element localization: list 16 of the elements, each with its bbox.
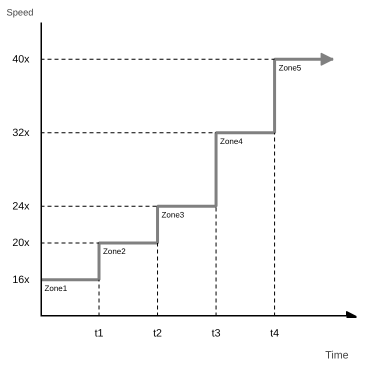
x-tick-label: t2 — [153, 328, 162, 340]
annotation: Zone2 — [103, 247, 126, 256]
y-axis-title: Speed — [6, 8, 34, 18]
annotation: Zone1 — [44, 284, 68, 293]
x-axis-title: Time — [325, 350, 349, 362]
annotation: Zone3 — [162, 210, 185, 220]
y-tick-label: 20x — [12, 237, 30, 249]
annotation: Zone4 — [220, 136, 244, 146]
x-tick-label: t3 — [212, 328, 221, 340]
annotation: Zone5 — [278, 63, 302, 72]
y-tick-label: 16x — [12, 274, 30, 286]
x-tick-label: t4 — [270, 328, 280, 340]
y-tick-label: 24x — [12, 200, 30, 212]
y-tick-label: 32x — [12, 126, 30, 139]
x-tick-label: t1 — [94, 328, 104, 340]
y-tick-label: 40x — [12, 53, 30, 66]
